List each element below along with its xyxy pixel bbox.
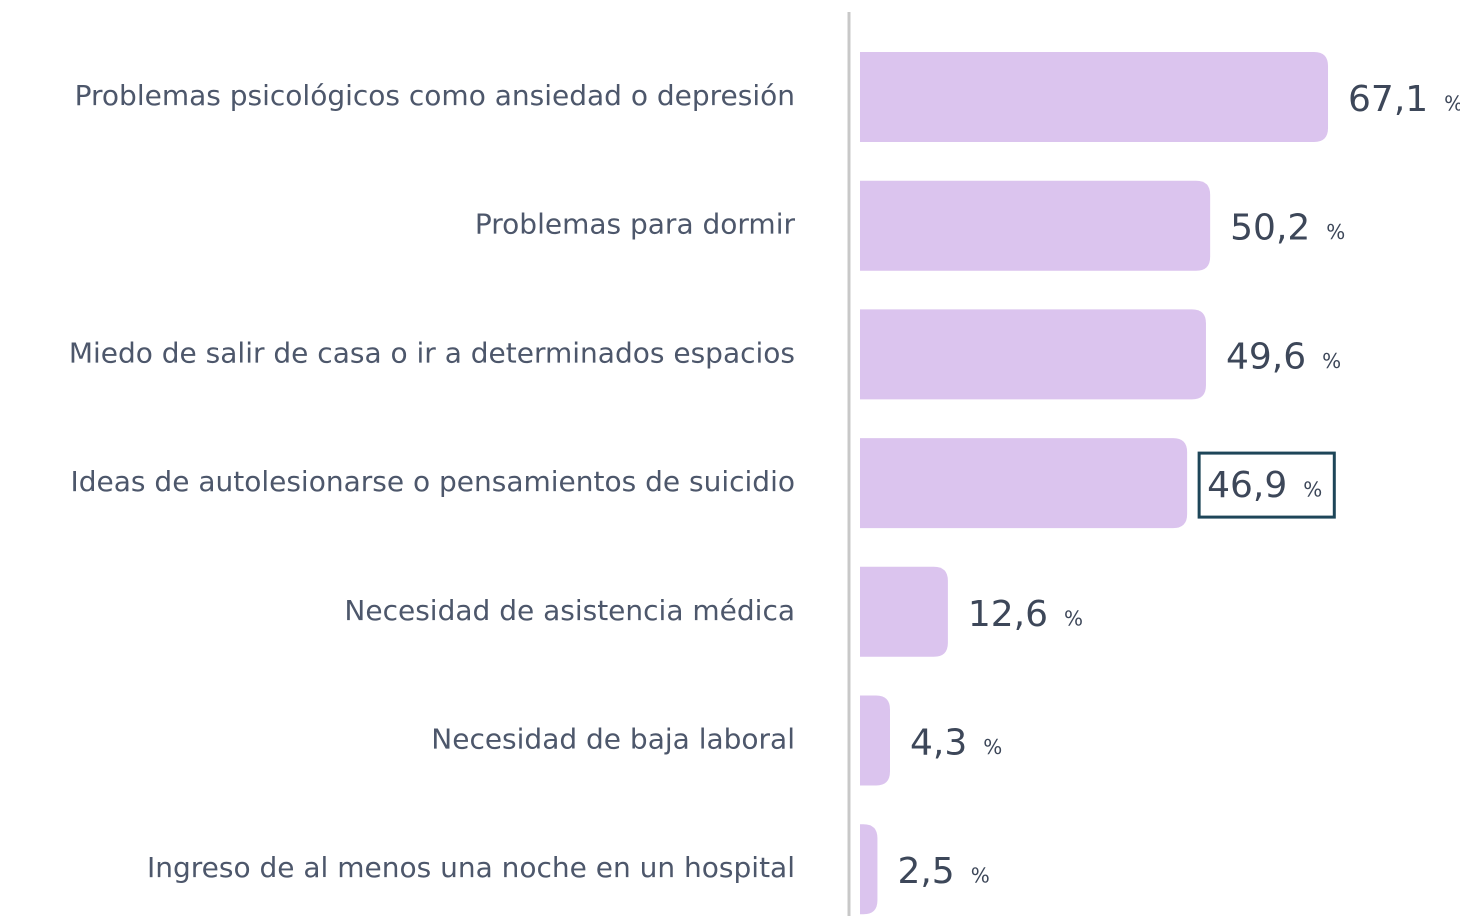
value-label: 67,1: [1348, 79, 1428, 120]
bar: [860, 180, 1211, 271]
highlight-box: [1197, 451, 1336, 519]
bar: [860, 566, 948, 657]
value-unit: %: [971, 864, 990, 888]
category-label: Miedo de salir de casa o ir a determinad…: [69, 336, 795, 369]
value-label: 46,9: [1207, 465, 1287, 506]
category-label: Problemas psicológicos como ansiedad o d…: [75, 79, 795, 112]
bar: [860, 824, 878, 915]
value-label: 12,6: [968, 594, 1048, 635]
category-label: Necesidad de asistencia médica: [344, 594, 795, 627]
value-label: 4,3: [910, 723, 967, 764]
bar: [860, 309, 1206, 400]
value-label: 50,2: [1230, 208, 1310, 249]
value-label: 49,6: [1226, 336, 1306, 377]
value-label: 2,5: [897, 851, 954, 892]
bar: [860, 695, 890, 786]
category-label: Ingreso de al menos una noche en un hosp…: [147, 851, 795, 884]
category-label: Ideas de autolesionarse o pensamientos d…: [71, 465, 795, 498]
value-unit: %: [1303, 478, 1322, 502]
category-label: Problemas para dormir: [475, 208, 796, 241]
category-label: Necesidad de baja laboral: [431, 723, 795, 756]
value-unit: %: [1322, 349, 1341, 373]
bar: [860, 52, 1329, 142]
bar: [860, 438, 1188, 529]
value-unit: %: [983, 735, 1002, 759]
value-unit: %: [1326, 220, 1345, 244]
value-unit: %: [1444, 92, 1460, 116]
value-unit: %: [1064, 606, 1083, 630]
